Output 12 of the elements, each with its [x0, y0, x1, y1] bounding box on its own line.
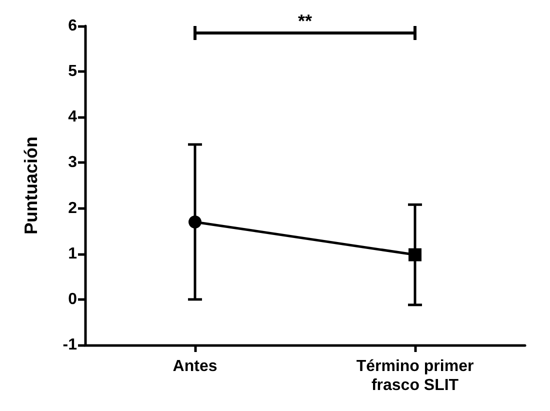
x-tick-label: Término primer frasco SLIT: [356, 358, 474, 394]
y-tick-label: 0: [68, 290, 78, 308]
annotation: **: [298, 11, 312, 31]
y-tick-label: 3: [68, 154, 78, 172]
y-tick-label: 6: [68, 18, 78, 34]
y-tick-label: 4: [68, 108, 78, 126]
y-tick-label: 1: [68, 245, 78, 262]
x-tick-label: Antes: [172, 358, 218, 375]
y-tick-label: 2: [68, 200, 78, 217]
y-tick-label: -1: [62, 336, 78, 354]
y-tick-label: 5: [68, 63, 78, 80]
y-axis-title: Puntuación: [21, 136, 41, 234]
